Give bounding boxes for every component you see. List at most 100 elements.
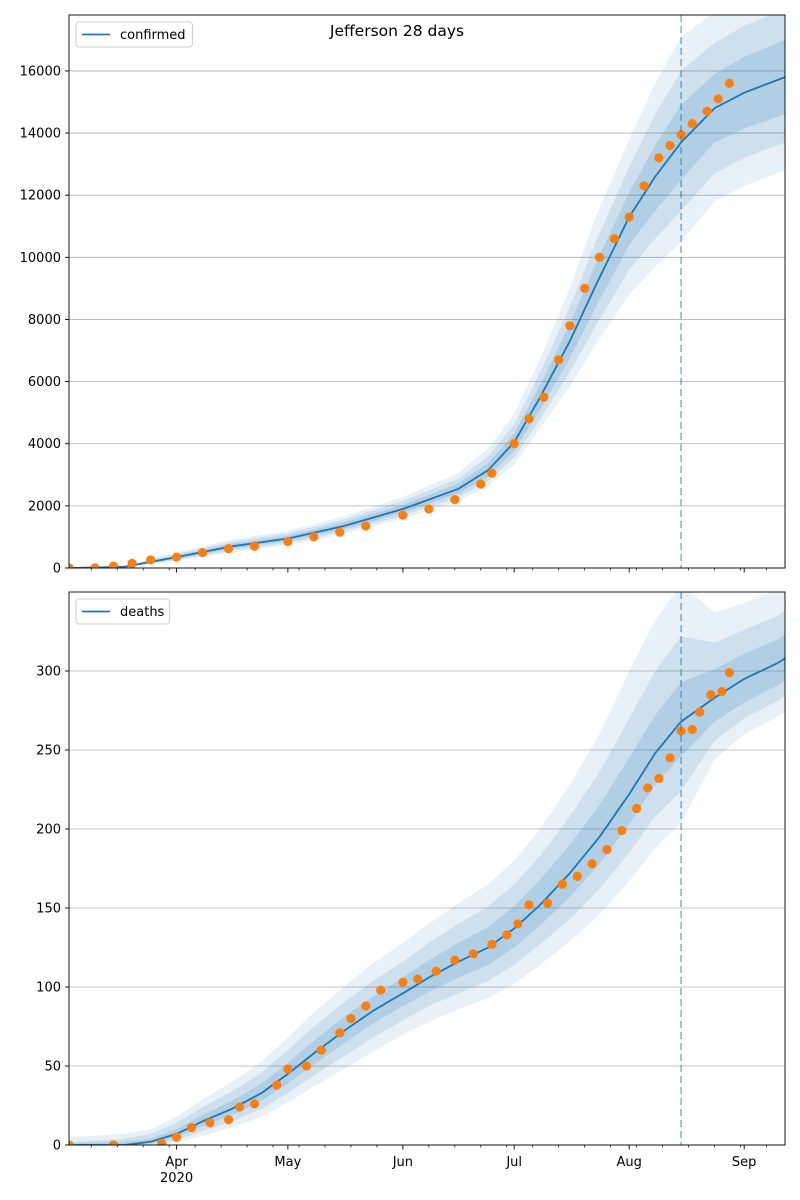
legend-label: deaths (120, 605, 165, 620)
observed-point (468, 949, 478, 959)
observed-point (316, 1045, 326, 1055)
observed-point (108, 561, 119, 568)
observed-point (724, 78, 734, 88)
observed-point (157, 1138, 167, 1145)
observed-point (413, 974, 423, 984)
observed-point (476, 479, 486, 489)
observed-point (346, 1014, 356, 1024)
observed-point (69, 1140, 74, 1145)
confidence-band (69, 634, 785, 1145)
observed-point (676, 726, 686, 736)
observed-point (557, 879, 568, 889)
observed-point (539, 392, 549, 402)
observed-point (301, 1061, 312, 1071)
y-tick-label: 6000 (28, 375, 61, 390)
observed-point (643, 783, 653, 793)
observed-point (249, 1099, 260, 1109)
legend-box (75, 21, 193, 48)
observed-point (695, 707, 705, 717)
observed-point (197, 547, 208, 558)
observed-point (542, 898, 553, 908)
observed-point (361, 1001, 371, 1011)
observed-point (513, 919, 523, 929)
y-tick-label: 0 (53, 1139, 61, 1154)
x-tick-label: Jul (505, 1155, 522, 1170)
y-tick-label: 4000 (28, 437, 61, 452)
observed-point (361, 521, 371, 531)
y-tick-label: 10000 (20, 251, 61, 266)
x-tick-label: May (274, 1155, 301, 1170)
observed-point (639, 181, 649, 191)
x-tick-label: Aug (616, 1155, 641, 1170)
observed-point (272, 1080, 282, 1090)
x-tick-label: Sep (732, 1155, 757, 1170)
observed-point (554, 355, 564, 365)
observed-point (309, 532, 319, 542)
legend-label: confirmed (120, 28, 186, 43)
observed-point (524, 900, 534, 910)
observed-point (572, 871, 582, 882)
observed-point (617, 825, 627, 836)
observed-point (398, 977, 408, 987)
observed-point (487, 468, 497, 478)
observed-point (90, 563, 100, 568)
observed-point (249, 541, 260, 551)
y-tick-label: 12000 (20, 189, 61, 204)
observed-point (687, 724, 697, 735)
observed-point (713, 94, 723, 104)
observed-point (283, 1064, 293, 1074)
y-tick-label: 250 (36, 744, 61, 759)
x-tick-sublabel: 2020 (160, 1171, 193, 1186)
observed-point (335, 527, 345, 537)
observed-point (624, 212, 634, 222)
observed-point (487, 939, 497, 949)
y-tick-label: 2000 (28, 499, 61, 514)
observed-point (127, 558, 137, 568)
observed-point (654, 153, 664, 163)
observed-point (205, 1118, 215, 1128)
observed-point (502, 930, 512, 940)
x-tick-label: Jun (392, 1155, 413, 1170)
axes-frame (68, 14, 786, 569)
observed-point (724, 667, 734, 678)
observed-point (602, 844, 612, 855)
y-tick-label: 300 (36, 665, 61, 680)
observed-point (450, 495, 460, 505)
observed-point (431, 966, 441, 976)
observed-point (283, 536, 293, 547)
observed-point (565, 321, 575, 331)
observed-point (424, 504, 434, 514)
y-tick-label: 16000 (20, 64, 61, 79)
observed-point (235, 1102, 245, 1112)
observed-point (186, 1123, 197, 1133)
observed-point (717, 686, 727, 697)
confidence-band (69, 592, 785, 1145)
observed-point (509, 439, 519, 449)
y-tick-label: 0 (53, 562, 61, 577)
observed-point (702, 106, 712, 116)
plot-area (69, 592, 785, 1145)
x-tick-label: Apr (165, 1155, 188, 1170)
observed-point (376, 985, 386, 995)
legend-box (75, 598, 171, 625)
confidence-band (69, 15, 785, 568)
observed-point (171, 1132, 182, 1142)
observed-point (676, 130, 686, 140)
observed-point (335, 1028, 345, 1038)
observed-point (665, 140, 675, 151)
y-tick-label: 8000 (28, 313, 61, 328)
observed-point (609, 234, 619, 244)
observed-point (524, 414, 534, 424)
observed-point (594, 252, 605, 262)
y-tick-label: 150 (36, 902, 61, 917)
observed-point (398, 510, 408, 520)
observed-point (223, 1115, 234, 1125)
observed-point (654, 773, 664, 784)
axes-frame (68, 591, 786, 1146)
observed-point (450, 955, 460, 965)
confidence-band (69, 611, 785, 1145)
y-tick-label: 200 (36, 823, 61, 838)
observed-point (687, 119, 697, 129)
